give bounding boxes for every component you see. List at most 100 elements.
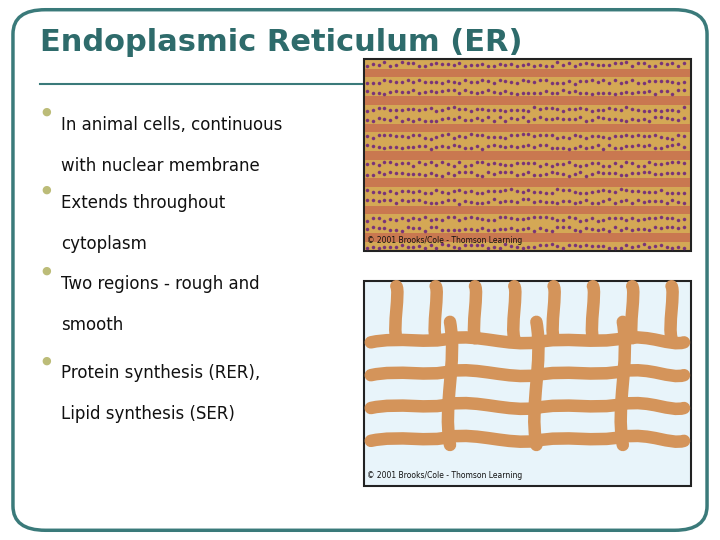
Text: with nuclear membrane: with nuclear membrane [61, 157, 260, 174]
Point [655, 133, 667, 141]
Point [482, 77, 494, 85]
Point [546, 89, 557, 98]
Point [488, 242, 500, 251]
Point [649, 90, 661, 98]
Point [534, 161, 546, 170]
Point [396, 240, 408, 249]
Point [638, 141, 649, 150]
Point [379, 195, 390, 204]
Point [621, 158, 632, 167]
Point [563, 223, 575, 232]
Point [488, 87, 500, 96]
Point [540, 198, 552, 207]
Point [615, 244, 626, 252]
Point [626, 132, 638, 141]
Point [552, 114, 563, 123]
Point [626, 198, 638, 207]
Point [511, 215, 523, 224]
Point [488, 106, 500, 114]
Point [442, 160, 454, 168]
Point [488, 225, 500, 234]
Text: ●: ● [42, 107, 52, 117]
Point [638, 79, 649, 87]
Text: Lipid synthesis (SER): Lipid synthesis (SER) [61, 405, 235, 423]
Point [419, 159, 431, 168]
Bar [365, 124, 690, 132]
Point [626, 242, 638, 251]
Point [413, 61, 425, 70]
Point [465, 241, 477, 249]
Point [661, 141, 672, 150]
Point [488, 117, 500, 126]
Point [471, 131, 482, 139]
Point [661, 214, 672, 222]
Point [471, 60, 482, 69]
Point [384, 158, 396, 167]
Point [667, 195, 678, 204]
Point [505, 196, 517, 205]
Point [442, 114, 454, 123]
Point [592, 89, 603, 98]
Point [546, 161, 557, 170]
Point [678, 215, 690, 224]
Point [471, 170, 482, 179]
Point [482, 85, 494, 94]
Point [575, 198, 586, 207]
Point [488, 216, 500, 225]
Point [528, 198, 540, 207]
Point [459, 116, 471, 124]
Point [667, 188, 678, 197]
Point [644, 141, 655, 150]
Point [425, 78, 436, 86]
Point [361, 244, 373, 252]
Point [609, 244, 621, 252]
Point [528, 213, 540, 221]
Point [546, 198, 557, 207]
Point [649, 62, 661, 71]
Point [528, 132, 540, 140]
Point [534, 61, 546, 70]
Point [609, 143, 621, 152]
Point [678, 59, 690, 68]
Point [425, 216, 436, 225]
Point [505, 113, 517, 122]
Point [523, 117, 534, 125]
Point [655, 77, 667, 85]
Point [367, 214, 379, 222]
Point [621, 171, 632, 179]
Point [557, 216, 569, 225]
Point [569, 214, 580, 222]
Point [471, 214, 482, 222]
Point [528, 171, 540, 179]
Point [552, 133, 563, 142]
Text: © 2001 Brooks/Cole - Thomson Learning: © 2001 Brooks/Cole - Thomson Learning [367, 235, 523, 245]
Point [661, 158, 672, 167]
Point [465, 78, 477, 86]
Point [621, 141, 632, 150]
Point [408, 86, 419, 94]
Point [609, 89, 621, 98]
Point [615, 197, 626, 205]
Point [454, 168, 465, 177]
Point [661, 189, 672, 198]
Point [632, 116, 644, 124]
Point [534, 140, 546, 149]
Point [546, 214, 557, 222]
Point [592, 159, 603, 168]
Text: ●: ● [42, 185, 52, 195]
Point [649, 222, 661, 231]
Point [534, 241, 546, 249]
Point [379, 76, 390, 85]
Point [546, 168, 557, 177]
Point [563, 241, 575, 249]
Point [586, 188, 598, 197]
Point [465, 61, 477, 70]
Point [621, 116, 632, 125]
Point [477, 105, 488, 113]
Point [563, 87, 575, 96]
Point [667, 77, 678, 86]
Point [396, 168, 408, 177]
Point [621, 87, 632, 96]
Point [672, 116, 684, 124]
Point [482, 132, 494, 141]
